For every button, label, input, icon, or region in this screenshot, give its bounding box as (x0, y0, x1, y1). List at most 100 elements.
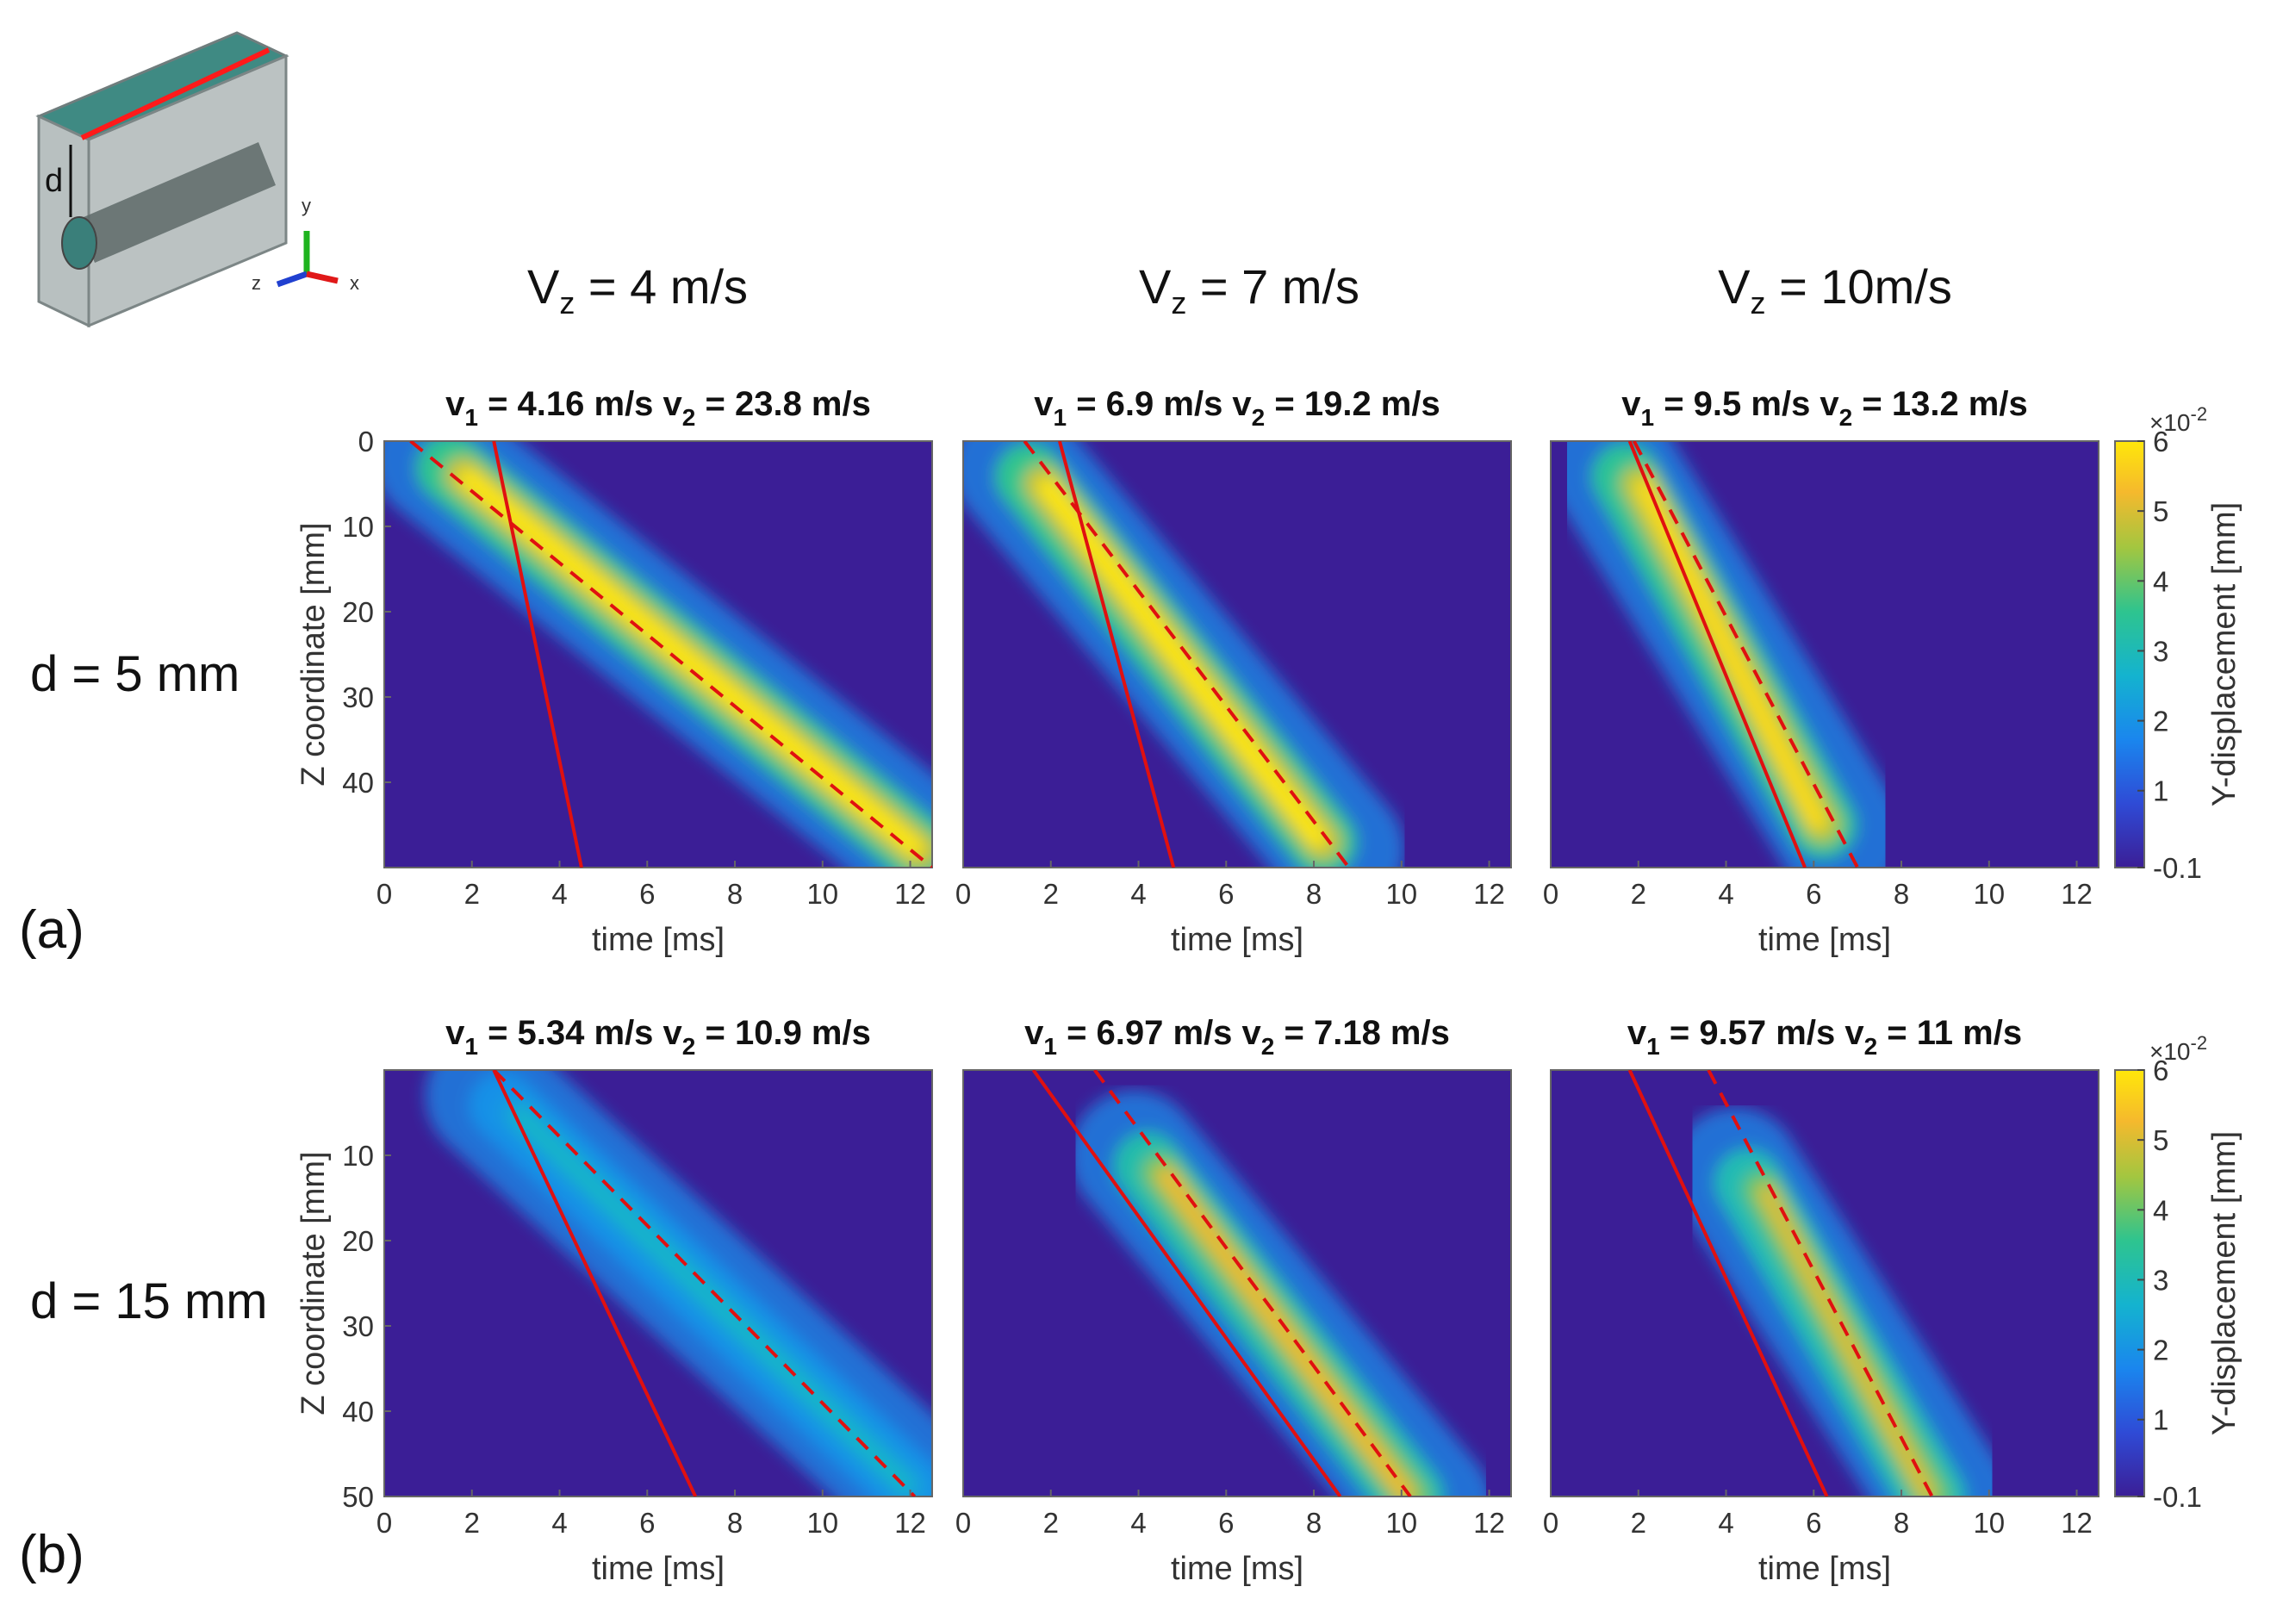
colorbar-tick-label: 1 (2153, 1404, 2168, 1436)
colorbar-b: 6 5 4 3 2 1 -0.1 ×10-2 Y-displacement [mm] (2114, 1032, 2243, 1513)
x-tick-label: 0 (376, 1507, 392, 1539)
x-axis-label: time [ms] (1171, 922, 1303, 958)
panel-a-1: v1 = 4.16 m/s v2 = 23.8 m/s 0 2 4 6 8 10 12 time… (295, 385, 933, 958)
panel-label-b: (b) (19, 1525, 84, 1584)
axes-frame (1550, 440, 2099, 868)
colorbar-tick-label: -0.1 (2153, 1481, 2202, 1513)
x-tick-label: 6 (1806, 878, 1821, 910)
axes-frame (383, 1069, 933, 1497)
y-tick-label: 40 (342, 1396, 374, 1428)
y-axis-label: Z coordinate [mm] (295, 1151, 332, 1415)
x-tick-label: 12 (2061, 878, 2093, 910)
cylinder-end (61, 216, 97, 270)
colorbar-tick-label: 4 (2153, 565, 2168, 597)
subplot-title: v1 = 9.57 m/s v2 = 11 m/s (1627, 1014, 2022, 1060)
colorbar-gradient (2114, 1069, 2145, 1497)
x-axis-label: time [ms] (592, 1551, 725, 1587)
y-tick-label: 30 (342, 1310, 374, 1342)
colorbar-tick-label: 6 (2153, 426, 2168, 457)
colorbar-tick-label: 5 (2153, 1124, 2168, 1156)
x-tick-label: 4 (1718, 878, 1733, 910)
x-tick-label: 0 (955, 1507, 971, 1539)
colorbar-scale: ×10-2 (2149, 1032, 2207, 1065)
z-axis-label: z (252, 272, 261, 294)
x-tick-label: 2 (1631, 878, 1646, 910)
x-tick-label: 4 (1130, 878, 1146, 910)
x-tick-label: 6 (639, 1507, 655, 1539)
x-tick-label: 0 (955, 878, 971, 910)
colorbar-tick-label: 1 (2153, 775, 2168, 807)
x-tick-label: 8 (727, 878, 743, 910)
column-label-vz7: Vz = 7 m/s (1139, 259, 1359, 320)
v1-fit-line (492, 441, 583, 868)
x-tick-label: 12 (2061, 1507, 2093, 1539)
colorbar-tick-label: 3 (2153, 635, 2168, 667)
x-tick-label: 10 (1385, 878, 1417, 910)
x-tick-label: 12 (894, 1507, 926, 1539)
cylinder-body (78, 142, 276, 263)
x-tick-label: 0 (1543, 1507, 1558, 1539)
x-tick-label: 4 (551, 1507, 567, 1539)
subplot-title: v1 = 5.34 m/s v2 = 10.9 m/s (445, 1014, 871, 1060)
x-axis-label: time [ms] (1758, 1551, 1891, 1587)
x-tick-label: 4 (1130, 1507, 1146, 1539)
colorbar-label: Y-displacement [mm] (2206, 1131, 2243, 1435)
geometry-inset: d y z x (35, 31, 359, 328)
measurement-line (80, 47, 271, 140)
x-tick-label: 10 (1973, 1507, 2005, 1539)
x-tick-label: 12 (1473, 1507, 1505, 1539)
v2-fit-line (492, 1070, 917, 1496)
y-tick-label: 30 (342, 681, 374, 713)
panel-a-3: v1 = 9.5 m/s v2 = 13.2 m/s 0 2 4 6 8 10 12 time … (1543, 385, 2099, 958)
x-tick-label: 2 (464, 1507, 480, 1539)
axes-frame (962, 1069, 1512, 1497)
y-axis-label: y (302, 195, 311, 216)
v2-fit-line (409, 441, 932, 868)
x-tick-label: 2 (1043, 878, 1059, 910)
x-tick-label: 8 (1306, 878, 1322, 910)
x-tick-label: 2 (1043, 1507, 1059, 1539)
x-tick-label: 10 (1385, 1507, 1417, 1539)
v1-fit-line (1627, 1070, 1829, 1496)
panel-a-2: v1 = 6.9 m/s v2 = 19.2 m/s 0 2 4 6 8 10 12 time … (955, 385, 1512, 958)
panel-b-3: v1 = 9.57 m/s v2 = 11 m/s 0 2 4 6 8 10 12 time [… (1543, 1014, 2099, 1587)
x-tick-label: 10 (1973, 878, 2005, 910)
subplot-title: v1 = 6.9 m/s v2 = 19.2 m/s (1034, 385, 1440, 431)
y-tick-label: 10 (342, 511, 374, 543)
panel-label-a: (a) (19, 900, 84, 960)
panel-b-1: v1 = 5.34 m/s v2 = 10.9 m/s 0 2 4 6 8 10 12 time… (295, 1014, 933, 1587)
axes-frame (1550, 1069, 2099, 1497)
x-tick-label: 8 (1894, 878, 1909, 910)
colorbar-tick-label: 5 (2153, 495, 2168, 527)
x-tick-label: 6 (1806, 1507, 1821, 1539)
subplot-title: v1 = 6.97 m/s v2 = 7.18 m/s (1024, 1014, 1450, 1060)
panel-b-2: v1 = 6.97 m/s v2 = 7.18 m/s 0 2 4 6 8 10 12 time… (955, 1014, 1512, 1587)
x-axis-icon (306, 271, 339, 284)
colorbar-scale: ×10-2 (2149, 403, 2207, 436)
colorbar-a: 6 5 4 3 2 1 -0.1 ×10-2 Y-displacement [mm] (2114, 403, 2243, 884)
v2-fit-line (1632, 441, 1859, 868)
v1-fit-line (1031, 1070, 1342, 1496)
x-tick-label: 8 (1306, 1507, 1322, 1539)
colorbar-tick-label: -0.1 (2153, 852, 2202, 884)
subplot-title: v1 = 9.5 m/s v2 = 13.2 m/s (1621, 385, 2027, 431)
subplot-title: v1 = 4.16 m/s v2 = 23.8 m/s (445, 385, 871, 431)
colorbar-tick-label: 4 (2153, 1194, 2168, 1226)
heatmap-field (963, 441, 1405, 868)
x-tick-label: 8 (1894, 1507, 1909, 1539)
y-tick-label: 20 (342, 596, 374, 628)
x-tick-label: 10 (806, 1507, 838, 1539)
axes-frame (962, 440, 1512, 868)
row-label-d15: d = 15 mm (30, 1273, 268, 1329)
x-tick-label: 6 (1218, 878, 1234, 910)
x-tick-label: 2 (1631, 1507, 1646, 1539)
colorbar-gradient (2114, 440, 2145, 868)
column-label-vz10: Vz = 10m/s (1718, 259, 1952, 320)
x-tick-label: 8 (727, 1507, 743, 1539)
v1-fit-line (492, 1070, 698, 1496)
y-tick-label: 10 (342, 1140, 374, 1172)
heatmap-field (1069, 1090, 1491, 1496)
y-axis-label: Z coordinate [mm] (295, 522, 332, 786)
colorbar-tick-label: 2 (2153, 706, 2168, 737)
